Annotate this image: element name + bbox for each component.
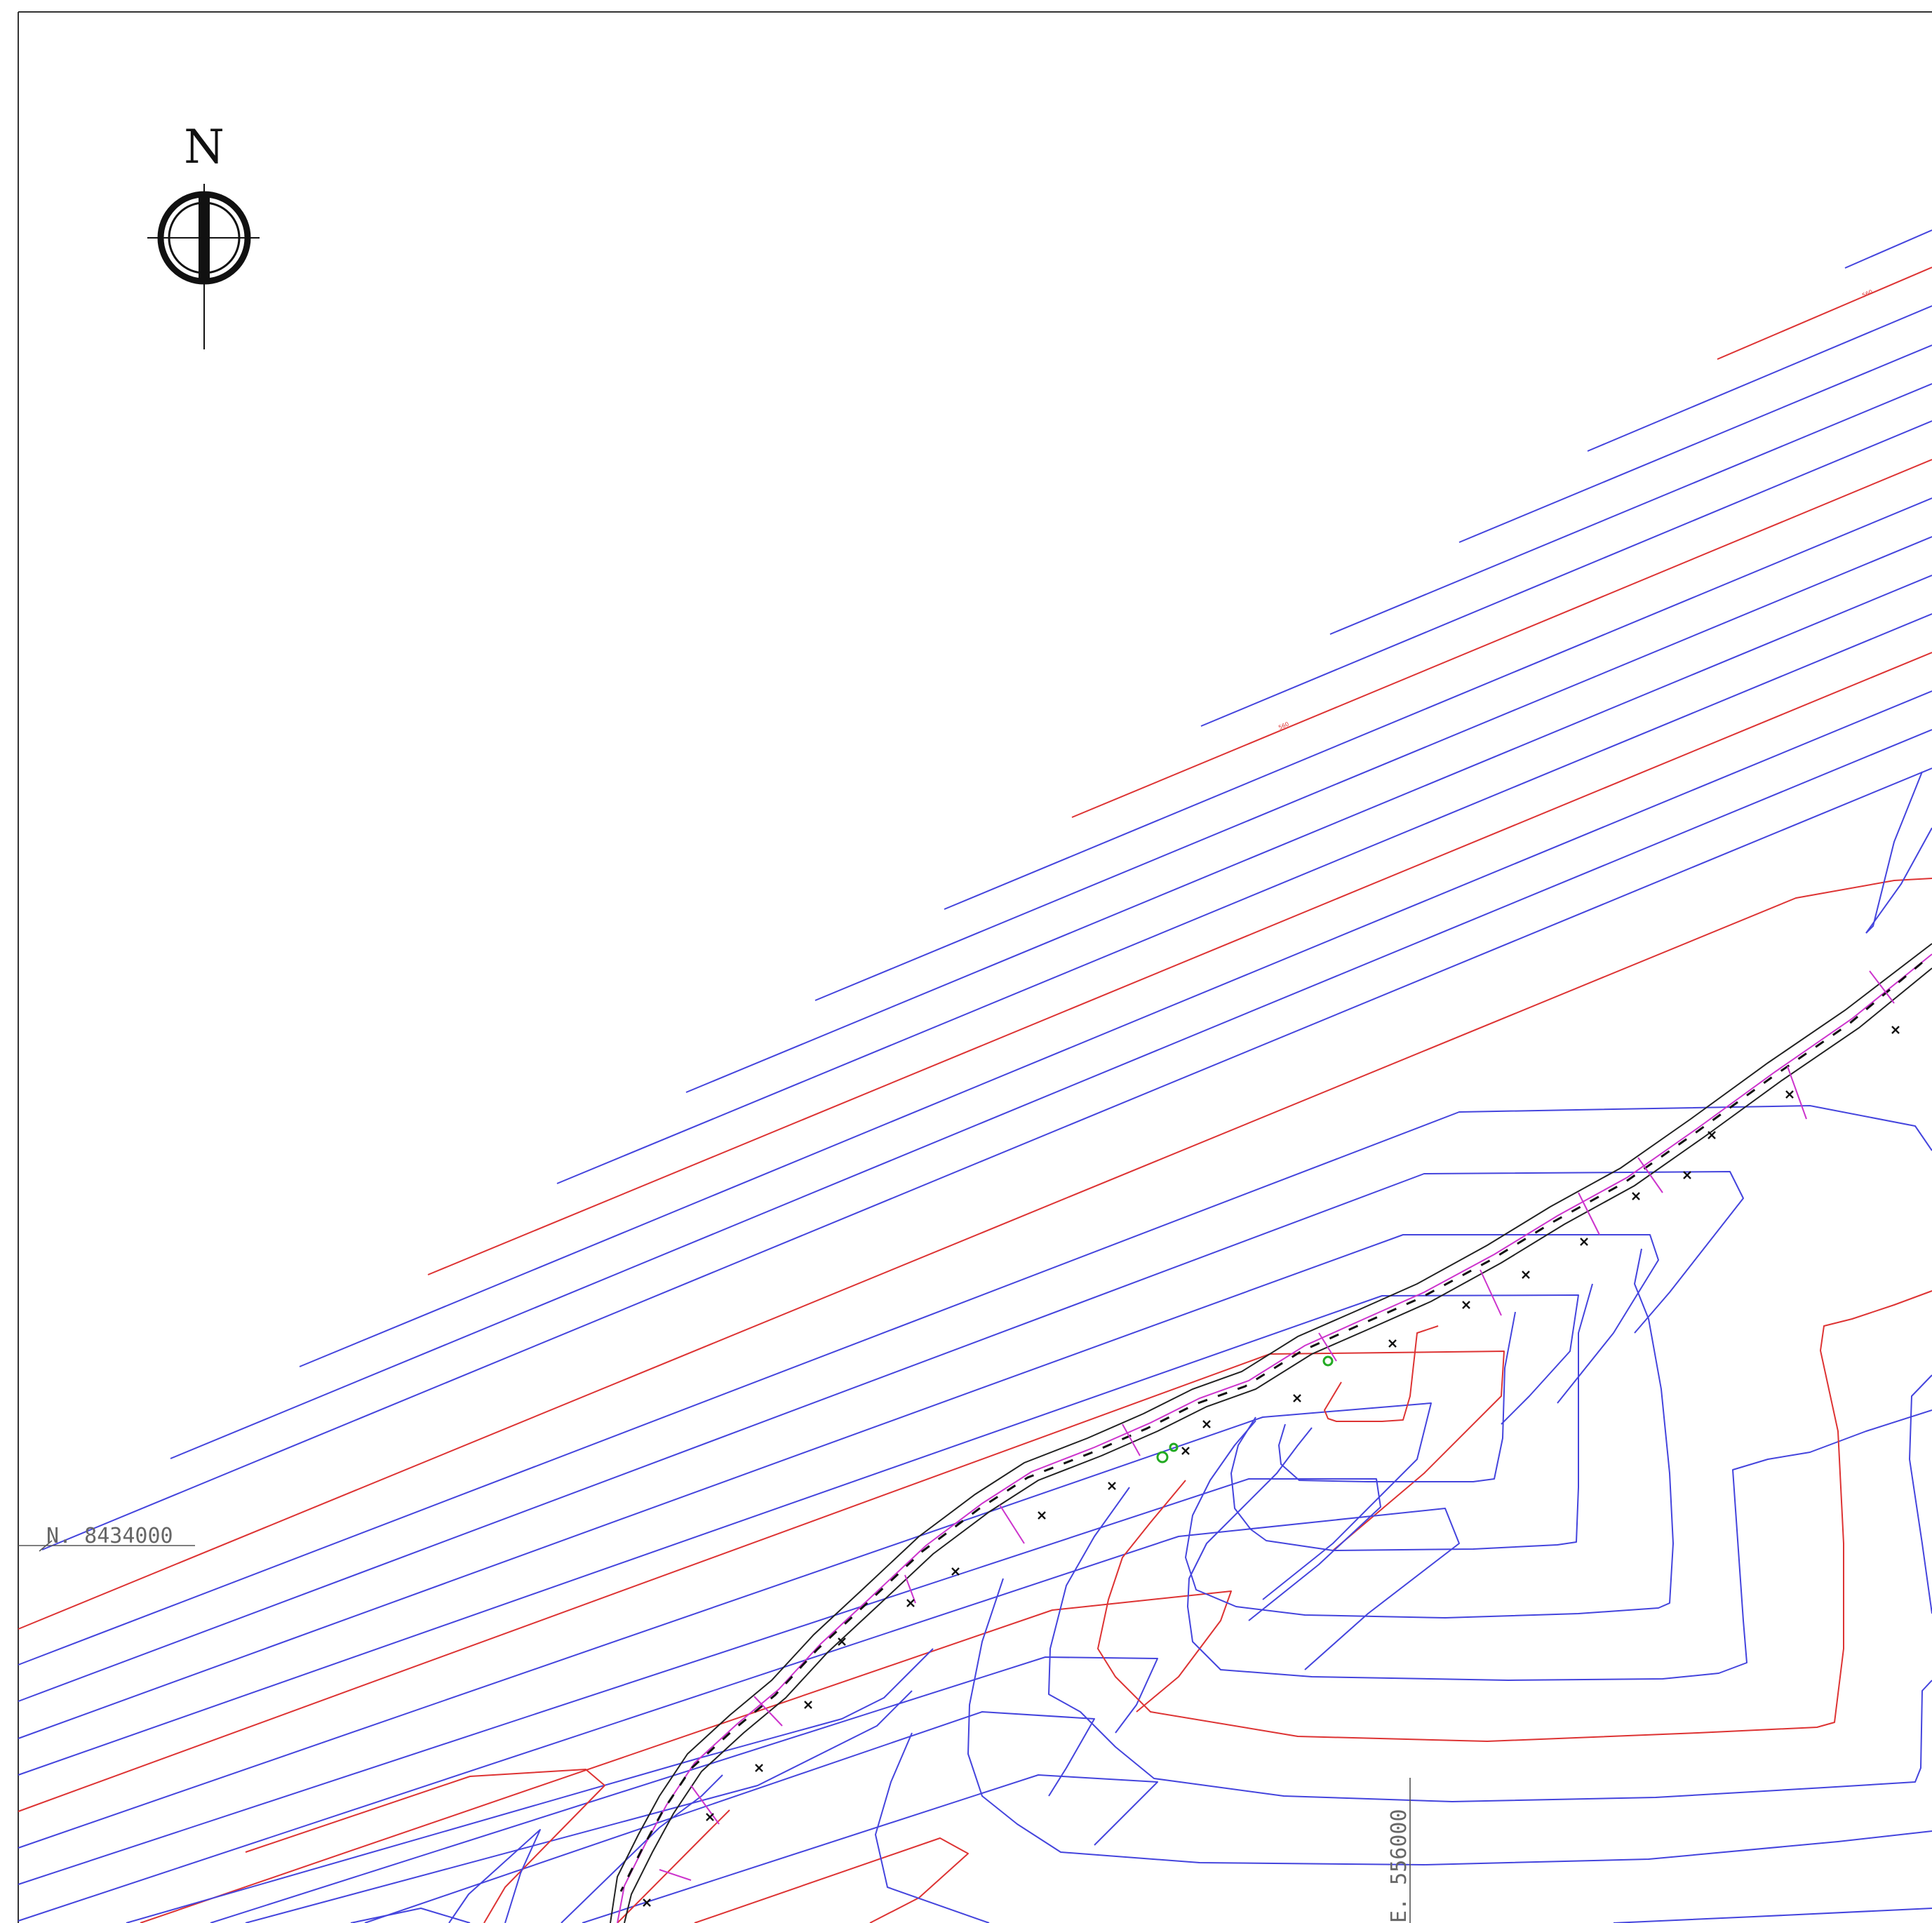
contour-lines-valley-north xyxy=(18,1105,1932,1923)
easting-label: E. 556000 xyxy=(1387,1809,1411,1923)
x-cross-icon xyxy=(1785,1090,1794,1099)
survey-marks xyxy=(643,1026,1900,1907)
contour-lines-upper xyxy=(18,229,1932,1630)
x-cross-icon xyxy=(838,1637,846,1646)
northing-grid-tick: N. 8434000 xyxy=(18,1524,195,1552)
contour-lines-valley-south xyxy=(126,1648,934,1923)
x-cross-icon xyxy=(1708,1131,1716,1139)
x-cross-icon xyxy=(1108,1482,1116,1490)
road-track xyxy=(610,943,1932,1923)
x-cross-icon xyxy=(1632,1192,1640,1200)
north-letter: N xyxy=(184,120,224,174)
x-cross-icon xyxy=(951,1567,960,1576)
x-cross-icon xyxy=(706,1813,714,1821)
north-arrow-icon: N xyxy=(147,120,260,349)
survey-point-icon xyxy=(1322,1355,1334,1367)
sheet-frame xyxy=(18,11,1932,1923)
x-cross-icon xyxy=(1202,1420,1211,1428)
x-cross-icon xyxy=(1462,1301,1470,1309)
contour-label-upper: 560 xyxy=(1861,288,1874,298)
x-cross-icon xyxy=(1293,1394,1301,1402)
easting-grid-tick: E. 556000 xyxy=(1387,1778,1411,1923)
x-cross-icon xyxy=(1038,1511,1046,1520)
survey-points xyxy=(1156,1355,1334,1463)
x-cross-icon xyxy=(755,1764,763,1772)
contour-lines-east-hill xyxy=(875,1290,1932,1923)
x-cross-icon xyxy=(906,1599,915,1607)
x-cross-icon xyxy=(1683,1171,1691,1179)
x-cross-icon xyxy=(1181,1447,1190,1455)
x-cross-icon xyxy=(804,1701,812,1709)
contour-lines-inner xyxy=(1185,771,1932,1619)
x-cross-icon xyxy=(643,1898,651,1907)
x-cross-icon xyxy=(1580,1238,1588,1246)
x-cross-icon xyxy=(1891,1026,1900,1034)
survey-point-icon xyxy=(1169,1442,1179,1452)
x-cross-icon xyxy=(1388,1339,1397,1348)
x-cross-icon xyxy=(1522,1271,1530,1279)
northing-label: N. 8434000 xyxy=(46,1524,173,1548)
survey-point-icon xyxy=(1156,1451,1169,1463)
